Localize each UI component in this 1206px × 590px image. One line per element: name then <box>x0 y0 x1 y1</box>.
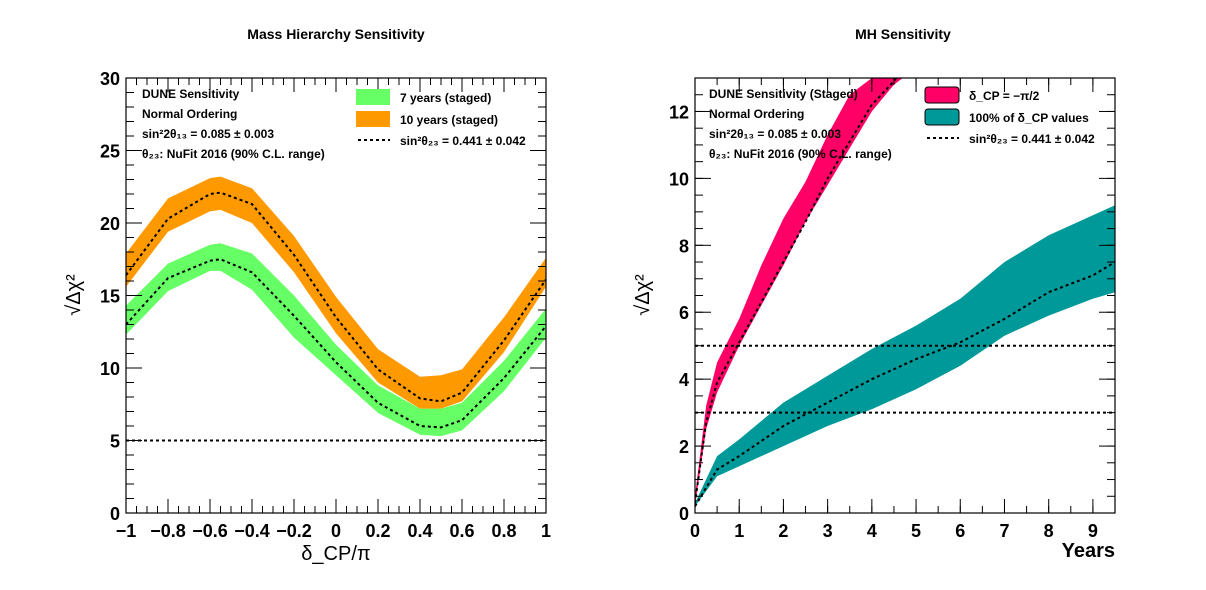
x-tick-label-10: 1 <box>541 521 551 541</box>
y-tick-label-1: 2 <box>679 437 689 457</box>
legend-swatch-0 <box>356 89 390 105</box>
right-chart-panel: MH Sensitivity 0 1 2 3 4 5 6 7 8 9 0 2 4 6 8 10 12 √Δχ² Ye… <box>603 0 1206 590</box>
center-line-1 <box>695 261 1115 507</box>
legend-swatch-1 <box>924 108 960 126</box>
info-text-3: θ₂₃: NuFit 2016 (90% C.L. range) <box>142 147 325 161</box>
left-chart-svg: −1 −0.8 −0.6 −0.4 −0.2 0 0.2 0.4 0.6 0.8 105101520… <box>63 69 551 565</box>
legend-label-0: 7 years (staged) <box>400 91 491 105</box>
center-line-0 <box>695 78 898 504</box>
y-axis-title: √Δχ² <box>63 274 85 316</box>
info-text-2: sin²2θ₁₃ = 0.085 ± 0.003 <box>709 127 841 141</box>
legend-label-0: δ_CP = −π/2 <box>969 89 1040 103</box>
info-text-0: DUNE Sensitivity <box>142 87 240 101</box>
y-tick-label-4: 20 <box>100 214 120 234</box>
y-tick-label-2: 10 <box>100 359 120 379</box>
y-tick-label-3: 6 <box>679 303 689 323</box>
legend-label-1: 100% of δ_CP values <box>969 111 1089 125</box>
y-tick-label-4: 8 <box>679 236 689 256</box>
y-tick-label-2: 4 <box>679 370 689 390</box>
x-tick-label-1: 1 <box>734 521 744 541</box>
legend-label-1: 10 years (staged) <box>400 113 498 127</box>
left-chart-panel: Mass Hierarchy Sensitivity −1 −0.8 −0.6 −0.… <box>63 26 551 565</box>
x-tick-label-6: 0.2 <box>365 521 390 541</box>
x-tick-label-7: 7 <box>999 521 1009 541</box>
x-tick-label-1: −0.8 <box>150 521 186 541</box>
y-tick-label-1: 5 <box>110 432 120 452</box>
legend-dashed-label: sin²θ₂₃ = 0.441 ± 0.042 <box>969 132 1095 146</box>
x-tick-label-8: 8 <box>1044 521 1054 541</box>
x-tick-label-4: 4 <box>867 521 877 541</box>
info-text-2: sin²2θ₁₃ = 0.085 ± 0.003 <box>142 127 274 141</box>
y-tick-label-0: 0 <box>110 504 120 524</box>
x-tick-label-9: 0.8 <box>491 521 516 541</box>
legend-swatch-1 <box>356 111 390 127</box>
legend-swatch-0 <box>924 86 960 104</box>
x-tick-label-3: −0.4 <box>234 521 270 541</box>
x-tick-label-5: 0 <box>331 521 341 541</box>
y-axis-title: √Δχ² <box>632 274 654 316</box>
info-text-1: Normal Ordering <box>709 107 804 121</box>
plot-area <box>126 176 546 442</box>
x-tick-label-0: −1 <box>116 521 137 541</box>
y-tick-label-6: 12 <box>669 102 689 122</box>
x-tick-label-7: 0.4 <box>407 521 432 541</box>
band-0 <box>126 243 546 437</box>
x-axis-title: Years <box>1062 540 1115 562</box>
x-tick-label-9: 9 <box>1088 521 1098 541</box>
plot-area <box>695 78 1115 507</box>
left-chart-title: Mass Hierarchy Sensitivity <box>247 26 425 42</box>
info-text-1: Normal Ordering <box>142 107 237 121</box>
right-chart-title: MH Sensitivity <box>855 26 951 42</box>
y-tick-label-5: 10 <box>669 169 689 189</box>
x-tick-label-5: 5 <box>911 521 921 541</box>
x-axis-title: δ_CP/π <box>301 543 370 565</box>
legend-dashed-label: sin²θ₂₃ = 0.441 ± 0.042 <box>400 134 526 148</box>
x-tick-label-2: 2 <box>778 521 788 541</box>
band-0 <box>695 78 903 507</box>
y-tick-label-6: 30 <box>100 69 120 89</box>
x-tick-label-6: 6 <box>955 521 965 541</box>
x-tick-label-3: 3 <box>823 521 833 541</box>
y-tick-label-3: 15 <box>100 287 120 307</box>
band-1 <box>695 205 1115 507</box>
y-tick-label-5: 25 <box>100 142 120 162</box>
x-tick-label-2: −0.6 <box>192 521 228 541</box>
info-text-0: DUNE Sensitivity (Staged) <box>709 87 858 101</box>
x-tick-label-8: 0.6 <box>449 521 474 541</box>
info-text-3: θ₂₃: NuFit 2016 (90% C.L. range) <box>709 147 892 161</box>
center-line-0 <box>126 258 546 429</box>
x-tick-label-0: 0 <box>690 521 700 541</box>
y-tick-label-0: 0 <box>679 504 689 524</box>
x-tick-label-4: −0.2 <box>276 521 312 541</box>
band-1 <box>126 176 546 409</box>
